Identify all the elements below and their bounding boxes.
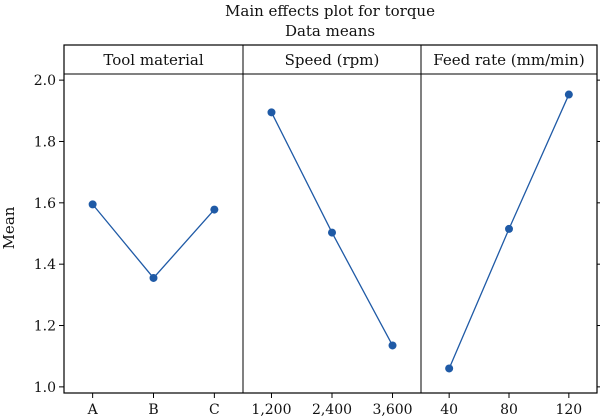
x-tick-label: 3,600 — [372, 402, 412, 417]
data-point — [149, 273, 158, 282]
x-tick-label: B — [148, 402, 158, 417]
data-point — [388, 341, 397, 350]
data-point — [505, 224, 513, 233]
y-tick-label: 1.6 — [34, 196, 56, 212]
x-tick-label: C — [209, 402, 220, 417]
data-point — [88, 200, 97, 209]
panel-header-2: Speed (rpm) — [285, 51, 380, 69]
panel-header-1: Tool material — [103, 51, 203, 69]
series-line-panel-1 — [92, 203, 215, 279]
x-tick-label: 2,400 — [312, 402, 352, 417]
x-tick-label: 1,200 — [251, 402, 291, 417]
chart-title: Main effects plot for torque — [225, 2, 435, 20]
panel-header-3: Feed rate (mm/min) — [433, 51, 584, 69]
x-tick-label: A — [87, 402, 99, 417]
data-point — [564, 90, 573, 99]
data-point — [210, 205, 219, 214]
data-point — [445, 364, 454, 373]
data-point — [267, 108, 276, 117]
y-axis-label: Mean — [0, 206, 18, 249]
y-tick-label: 2.0 — [34, 73, 56, 89]
plot-frame — [63, 44, 598, 394]
x-tick-label: 40 — [440, 402, 458, 417]
y-tick-label: 1.0 — [34, 380, 56, 396]
y-tick-label: 1.8 — [34, 134, 56, 150]
x-tick-label: 80 — [500, 402, 518, 417]
chart-subtitle: Data means — [285, 22, 375, 40]
x-tick-label: 120 — [555, 402, 582, 417]
data-point — [328, 228, 336, 237]
y-tick-label: 1.2 — [34, 319, 56, 335]
y-tick-label: 1.4 — [34, 257, 56, 273]
